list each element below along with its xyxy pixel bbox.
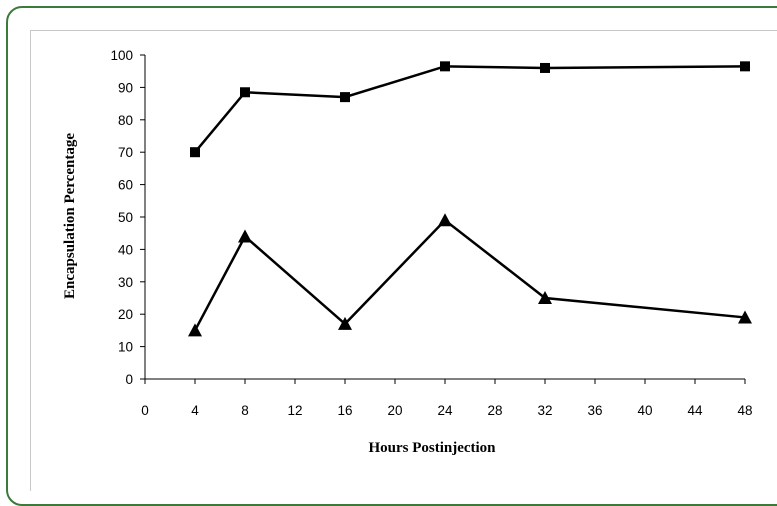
x-tick-label: 40: [637, 403, 652, 418]
x-axis-title: Hours Postinjection: [368, 440, 496, 456]
square-marker: [240, 87, 250, 98]
series-line-1: [194, 65, 746, 154]
triangle-marker: [538, 291, 552, 304]
y-tick-label: 0: [125, 372, 133, 387]
x-tick-label: 4: [191, 403, 199, 418]
y-tick-label: 70: [118, 145, 133, 160]
triangle-marker: [438, 213, 452, 227]
triangle-marker: [188, 323, 202, 337]
triangle-marker: [738, 310, 752, 324]
y-tick-label: 90: [118, 80, 133, 95]
square-marker: [190, 147, 200, 158]
y-tick-label: 80: [118, 113, 133, 128]
x-tick-label: 32: [537, 403, 552, 418]
series-layer: [188, 61, 752, 337]
x-tick-label: 12: [287, 403, 302, 418]
x-tick-label: 44: [687, 403, 703, 418]
x-tick-label: 16: [337, 403, 352, 418]
x-tick-label: 28: [487, 403, 502, 418]
triangle-marker: [238, 229, 252, 243]
x-tick-label: 0: [141, 403, 149, 418]
x-tick-label: 8: [241, 403, 249, 418]
y-tick-label: 50: [118, 210, 133, 225]
x-tick-label: 48: [737, 403, 752, 418]
x-tick-label: 20: [387, 403, 402, 418]
triangle-marker: [338, 316, 352, 330]
y-tick-label: 100: [110, 48, 133, 63]
y-tick-label: 20: [118, 307, 133, 322]
square-marker: [440, 61, 450, 72]
square-marker: [540, 62, 550, 73]
x-tick-label: 36: [587, 403, 602, 418]
square-marker: [740, 61, 750, 72]
y-tick-label: 10: [118, 340, 133, 355]
y-tick-label: 30: [118, 275, 133, 290]
y-axis-title: Encapsulation Percentage: [62, 133, 78, 299]
series-line-2: [193, 218, 746, 331]
chart-area-border: [30, 30, 777, 491]
y-tick-label: 40: [118, 242, 133, 257]
x-tick-label: 24: [437, 403, 453, 418]
y-tick-label: 60: [118, 178, 133, 193]
square-marker: [340, 92, 350, 103]
